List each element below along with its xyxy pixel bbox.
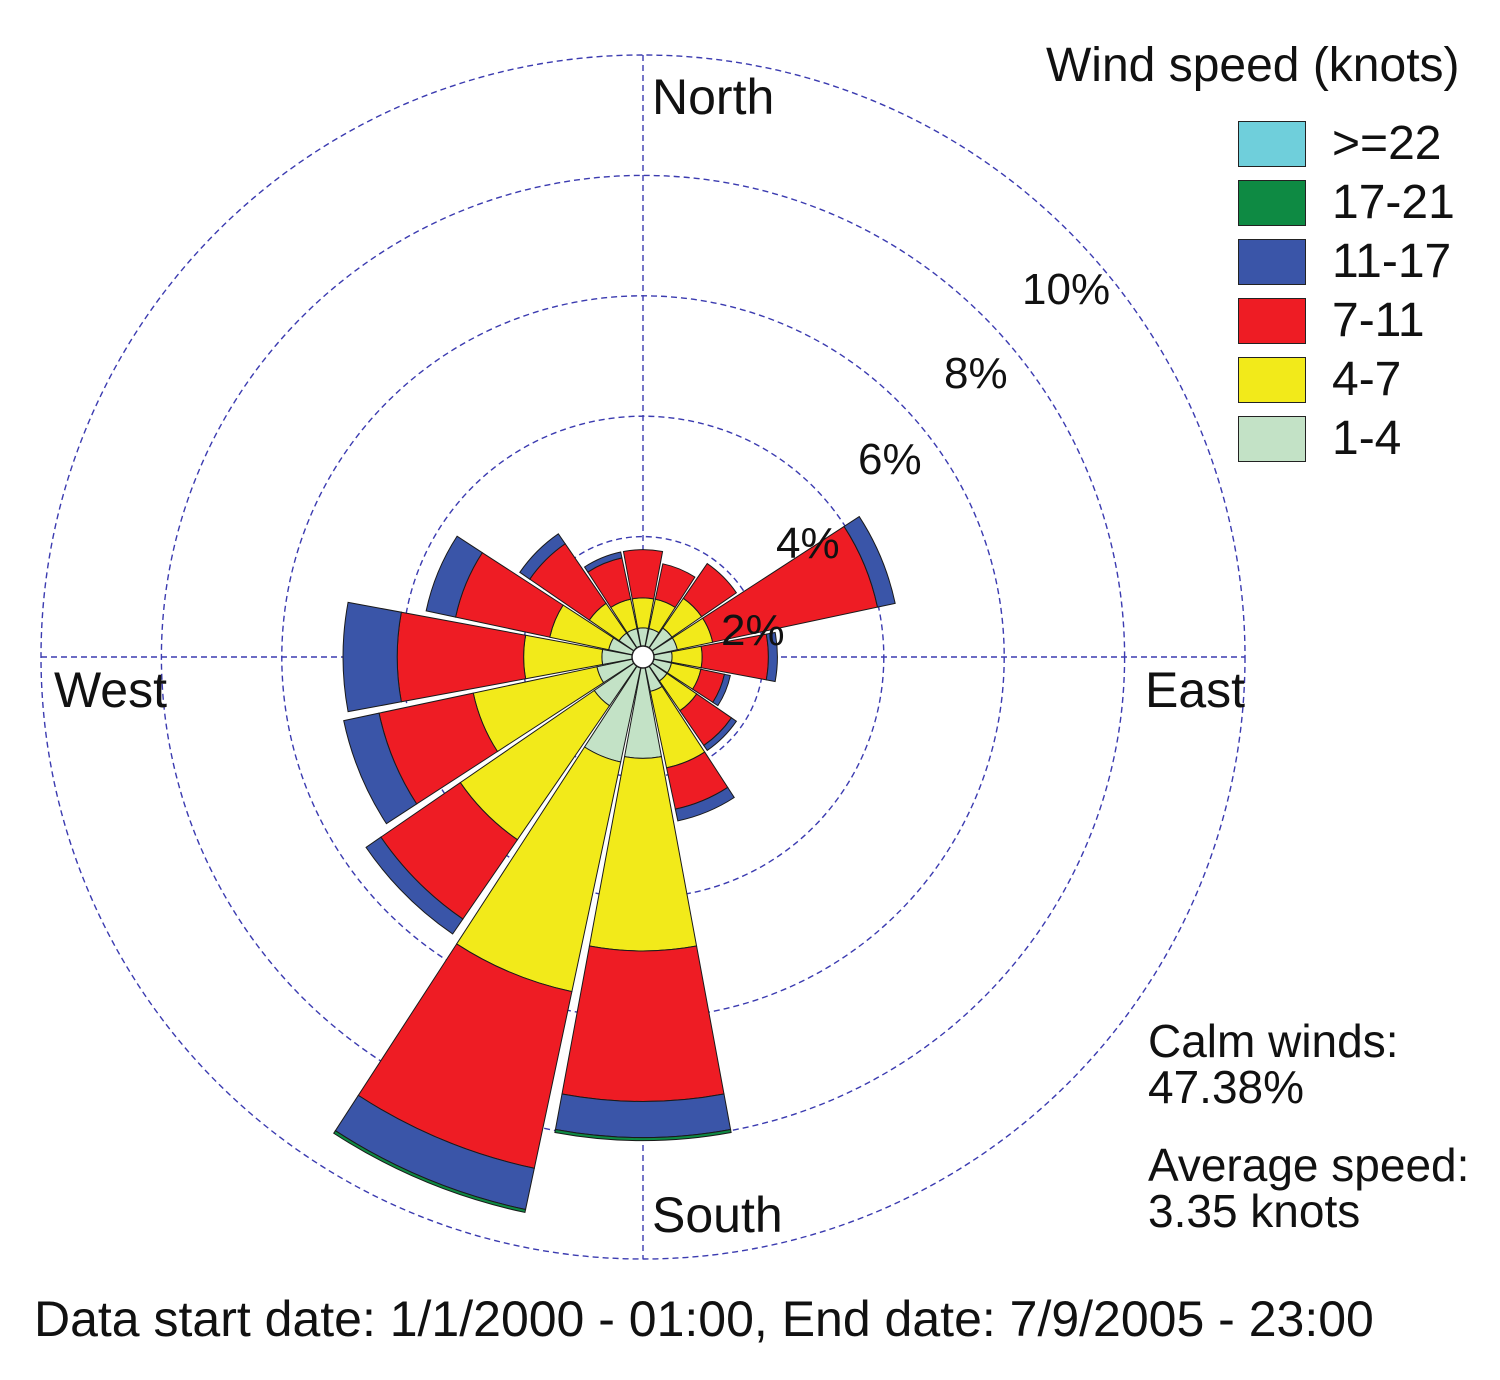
legend-label: >=22 (1332, 117, 1442, 170)
sector-202.5deg-17-21 (333, 1130, 527, 1214)
legend-item: 17-21 (1238, 173, 1490, 232)
west-label: West (54, 662, 167, 718)
legend-item: 11-17 (1238, 232, 1490, 291)
calm-winds-value: 47.38% (1148, 1061, 1305, 1113)
calm-winds-block: Calm winds: 47.38% (1148, 1018, 1399, 1110)
legend-title: Wind speed (knots) (1046, 39, 1460, 92)
sector-270deg-11-17 (342, 601, 402, 713)
legend-label: 4-7 (1332, 353, 1402, 406)
average-speed-value: 3.35 knots (1148, 1185, 1361, 1237)
sector-135deg-11-17 (703, 717, 738, 752)
sector-0deg-7-11 (622, 549, 664, 600)
average-speed-label: Average speed: (1148, 1139, 1470, 1191)
average-speed-block: Average speed: 3.35 knots (1148, 1142, 1469, 1234)
legend-item: 7-11 (1238, 291, 1490, 350)
legend-label: 17-21 (1332, 176, 1455, 229)
sector-90deg-11-17 (765, 631, 778, 683)
sector-180deg-17-21 (554, 1128, 732, 1142)
calm-winds-label: Calm winds: (1148, 1015, 1399, 1067)
sector-247.5deg-11-17 (343, 712, 418, 825)
sector-292.5deg-11-17 (425, 535, 484, 618)
legend: Wind speed (knots) >=22 17-21 11-17 7-11 4-7… (1040, 36, 1490, 468)
sector-337.5deg-11-17 (583, 551, 623, 573)
legend-swatch (1238, 356, 1306, 403)
south-label: South (652, 1187, 783, 1243)
legend-item: 4-7 (1238, 350, 1490, 409)
east-label: East (1145, 662, 1245, 718)
legend-swatch (1238, 297, 1306, 344)
legend-label: 1-4 (1332, 412, 1402, 465)
ring-label-4: 4% (776, 519, 840, 568)
sector-22.5deg-7-11 (654, 563, 696, 609)
legend-swatch (1238, 415, 1306, 462)
calm-center-circle (631, 645, 655, 669)
sector-67.5deg-11-17 (843, 515, 896, 608)
ring-label-8: 8% (944, 349, 1008, 398)
sector-layer (333, 515, 896, 1214)
legend-label: 11-17 (1332, 235, 1452, 288)
legend-swatch (1238, 120, 1306, 167)
legend-swatch (1238, 238, 1306, 285)
ring-label-10: 10% (1022, 265, 1110, 314)
ring-label-6: 6% (858, 435, 922, 484)
sector-315deg-11-17 (519, 533, 566, 580)
legend-item: >=22 (1238, 114, 1490, 173)
legend-rows: >=22 17-21 11-17 7-11 4-7 1-4 (1040, 114, 1490, 468)
sector-180deg-7-11 (561, 945, 725, 1102)
sector-112.5deg-11-17 (712, 673, 731, 707)
sector-45deg-7-11 (682, 562, 738, 618)
legend-item: 1-4 (1238, 409, 1490, 468)
sector-225deg-11-17 (365, 836, 464, 935)
legend-label: 7-11 (1332, 294, 1425, 347)
label-layer: North East South West 2% 4% 6% 8% 10% (54, 69, 1245, 1243)
ring-label-2: 2% (721, 606, 785, 655)
north-label: North (652, 69, 774, 125)
date-range-footer: Data start date: 1/1/2000 - 01:00, End d… (34, 1291, 1374, 1347)
legend-swatch (1238, 179, 1306, 226)
sector-157.5deg-11-17 (674, 786, 735, 822)
